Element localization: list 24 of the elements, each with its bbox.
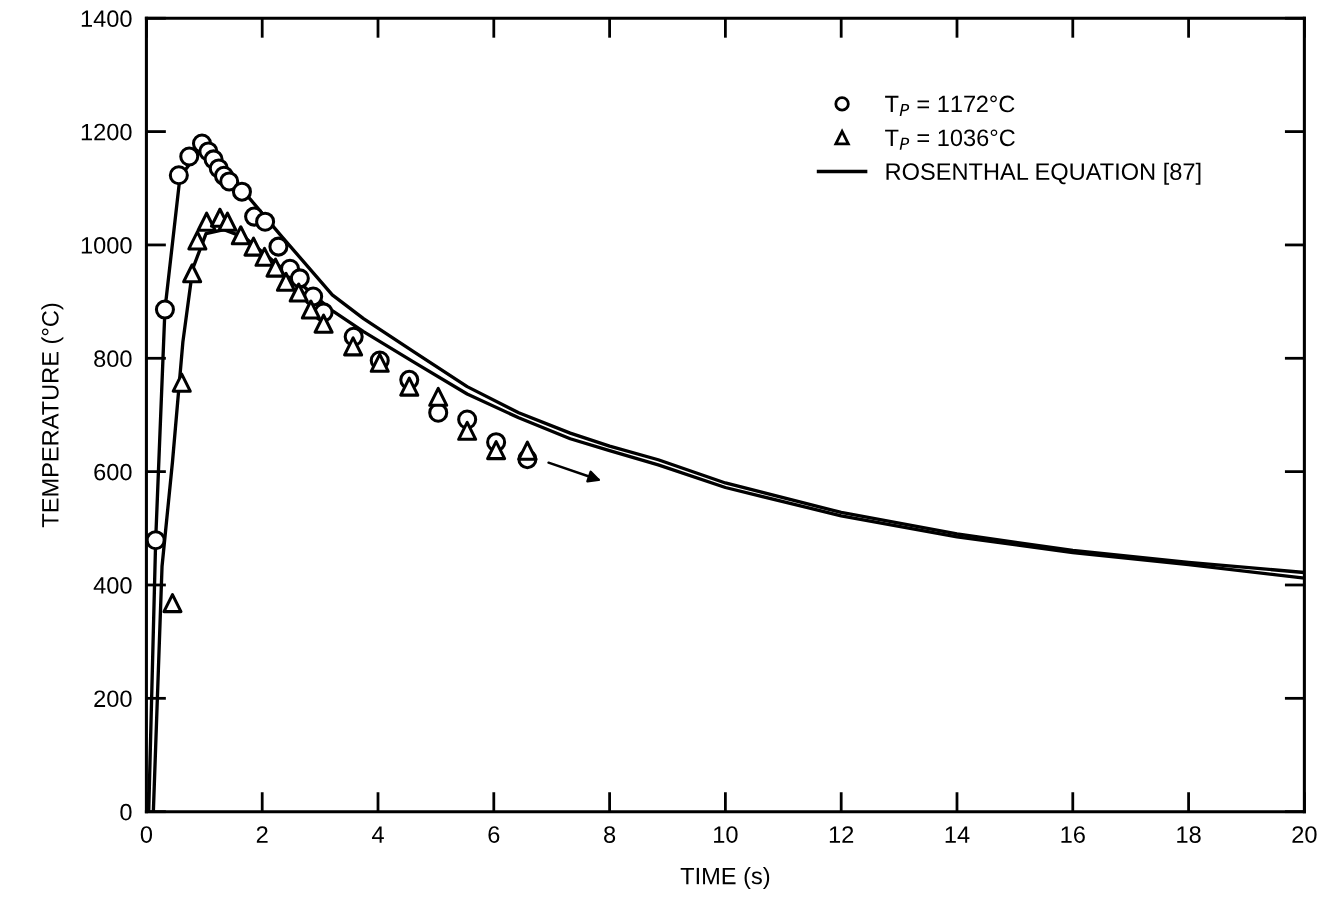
x-tick-label: 20 [1292,826,1317,843]
x-tick-label: 4 [371,826,384,843]
x-tick-label: 14 [945,826,970,843]
y-tick-label: 400 [93,577,132,594]
x-tick-label: 6 [488,826,500,843]
x-tick-label: 10 [714,826,738,843]
x-tick-label: 2 [256,826,268,843]
y-tick-label: 1200 [81,123,132,141]
x-tick-label: 18 [1177,826,1201,843]
y-tick-label: 0 [120,803,132,821]
legend-label: T$_{P}$ = 1172°C [885,95,1015,116]
y-tick-label: 800 [94,350,132,368]
x-tick-label: 8 [604,826,616,843]
y-axis-title: TEMPERATURE (°C) [41,303,64,528]
x-axis-title: TIME (s) [680,867,770,890]
x-tick-label: 16 [1061,826,1085,843]
y-tick-label: 1400 [81,10,132,28]
y-tick-label: 1000 [81,237,132,254]
y-tick-label: 200 [94,690,132,708]
x-tick-label: 12 [829,826,854,843]
y-tick-label: 600 [94,463,132,481]
x-tick-label: 0 [140,826,153,843]
legend-label: ROSENTHAL EQUATION [87] [886,162,1201,185]
legend-label: T$_{P}$ = 1036°C [885,129,1015,150]
